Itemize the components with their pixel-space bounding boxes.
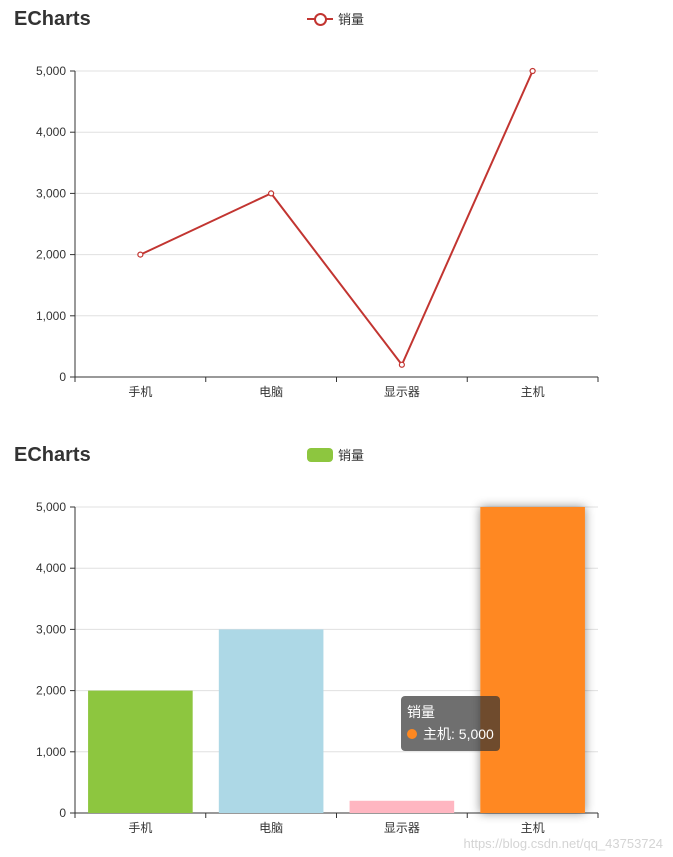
bar-y-tick-label: 1,000 xyxy=(36,745,66,759)
tooltip-category: 主机 xyxy=(423,726,451,742)
bar-2 xyxy=(349,800,455,813)
line-y-tick-label: 0 xyxy=(59,370,66,384)
line-chart-title: ECharts xyxy=(14,8,91,30)
bar-y-tick-label: 0 xyxy=(59,806,66,820)
line-legend-label: 销量 xyxy=(338,12,365,27)
bar-y-tick-label: 4,000 xyxy=(36,561,66,575)
legend-line-marker-icon xyxy=(307,12,333,26)
tooltip-value: 5,000 xyxy=(458,726,494,742)
line-x-tick-label: 手机 xyxy=(128,385,152,399)
watermark: https://blog.csdn.net/qq_43753724 xyxy=(463,836,664,851)
bar-chart: 0 1,000 2,000 3,000 4,000 5,000 手机 电脑 显示器 主机 ECha… xyxy=(0,436,673,856)
line-data-point xyxy=(529,67,536,75)
bar-x-tick-label: 主机 xyxy=(521,821,545,835)
tooltip-color-dot-icon xyxy=(407,729,417,739)
bar-x-tick-label: 电脑 xyxy=(259,821,283,835)
line-y-tick-label: 1,000 xyxy=(36,309,66,323)
line-series-path xyxy=(139,70,534,366)
bar-legend-label: 销量 xyxy=(338,448,365,463)
line-chart-plot: 0 1,000 2,000 3,000 4,000 5,000 手机 电脑 显示器 主机 xyxy=(36,64,599,399)
bar-x-tick-label: 显示器 xyxy=(384,821,420,835)
line-y-tick-label: 2,000 xyxy=(36,248,66,262)
line-y-tick-label: 5,000 xyxy=(36,64,66,78)
bar-3 xyxy=(480,507,585,813)
line-chart: 0 1,000 2,000 3,000 4,000 5,000 手机 电脑 显示器 主机 ECha… xyxy=(0,0,673,420)
line-x-tick-label: 主机 xyxy=(521,385,545,399)
line-chart-legend[interactable]: 销量 xyxy=(307,9,364,28)
line-x-tick-label: 电脑 xyxy=(259,385,283,399)
line-x-tick-label: 显示器 xyxy=(384,385,420,399)
line-data-point xyxy=(398,361,405,368)
line-data-point xyxy=(137,251,144,258)
bar-y-tick-label: 5,000 xyxy=(36,500,66,514)
bar-chart-legend[interactable]: 销量 xyxy=(307,445,364,464)
tooltip-series-name: 销量 xyxy=(407,704,435,720)
bar-y-tick-label: 2,000 xyxy=(36,684,66,698)
bar-tooltip: 销量 主机 : 5,000 xyxy=(401,696,500,751)
line-y-tick-label: 3,000 xyxy=(36,186,66,200)
bar-chart-plot: 0 1,000 2,000 3,000 4,000 5,000 手机 电脑 显示器 主机 xyxy=(36,500,599,835)
bar-y-tick-label: 3,000 xyxy=(36,622,66,636)
bar-0 xyxy=(88,690,193,813)
line-y-tick-label: 4,000 xyxy=(36,125,66,139)
bar-x-tick-label: 手机 xyxy=(128,821,152,835)
line-data-point xyxy=(268,190,275,197)
legend-bar-swatch-icon xyxy=(307,447,333,462)
bar-1 xyxy=(218,629,324,813)
bar-chart-title: ECharts xyxy=(14,444,91,466)
